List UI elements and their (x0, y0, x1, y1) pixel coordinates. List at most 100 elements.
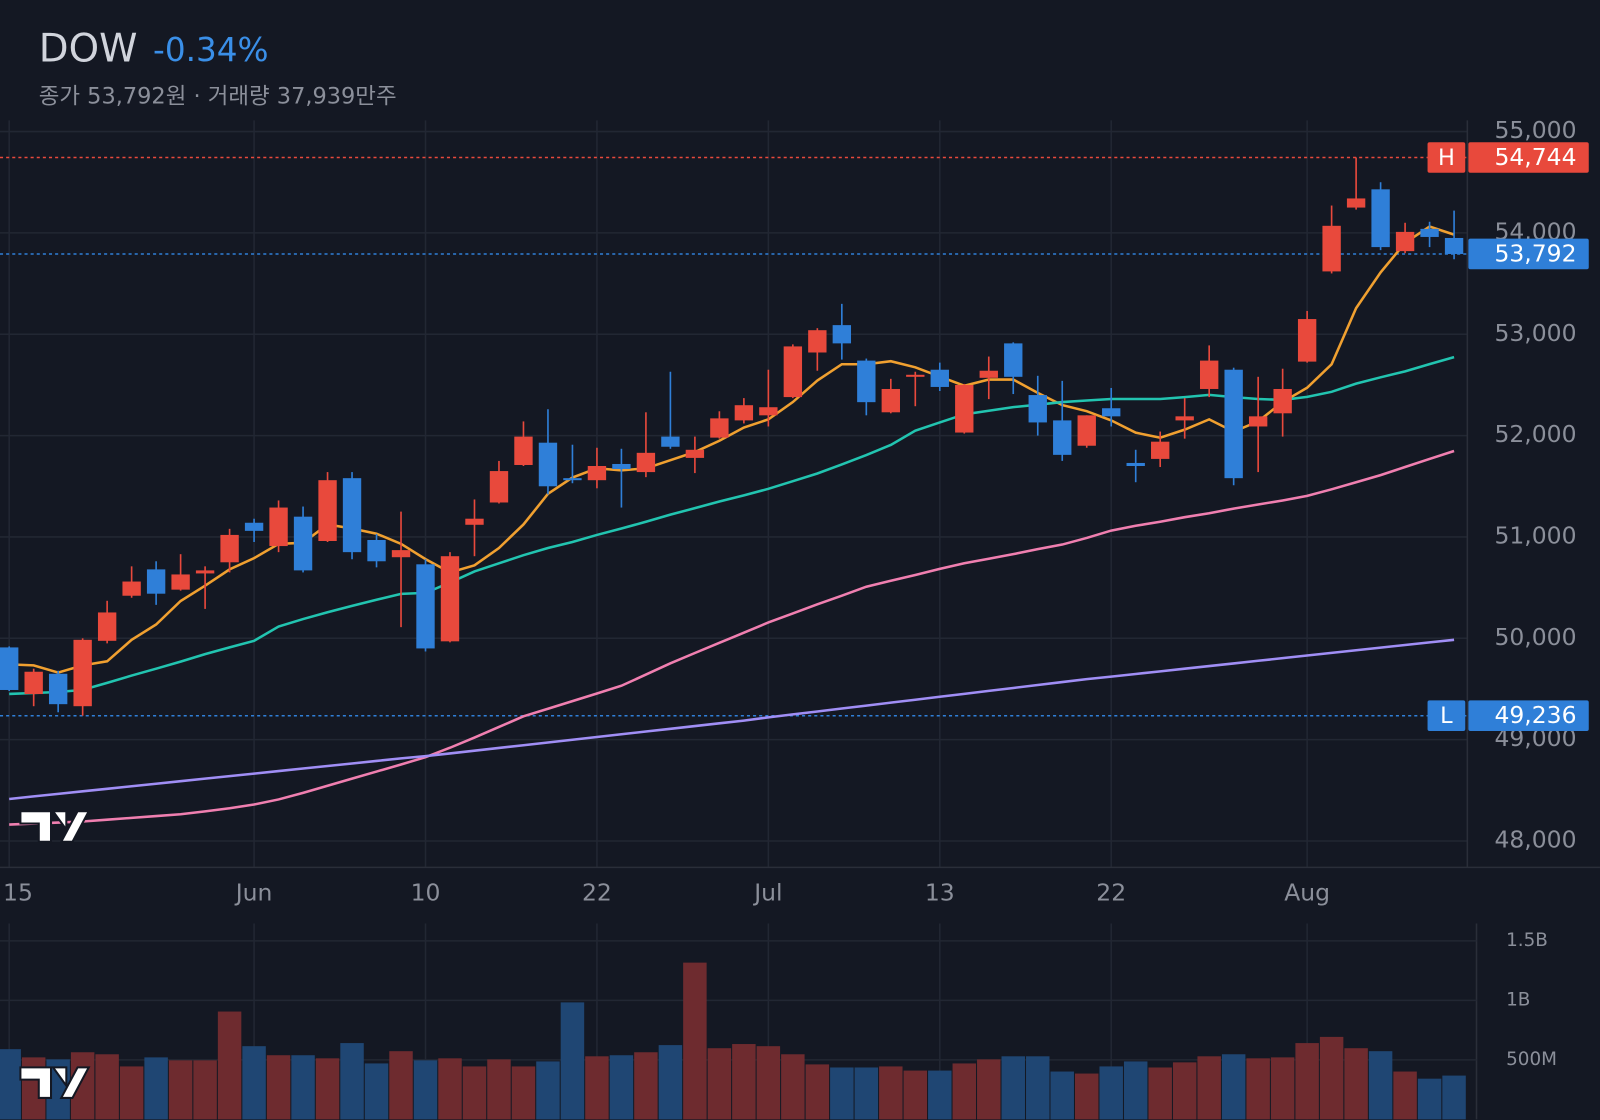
candle-body (489, 471, 509, 503)
volume-bar (1026, 1056, 1050, 1120)
candle-body (1151, 441, 1170, 459)
moving-average (9, 225, 1455, 674)
candle-body (1077, 415, 1096, 446)
candle-body (1175, 416, 1194, 421)
candle-body (318, 480, 337, 542)
candle-body (293, 516, 313, 571)
volume-bar (487, 1059, 511, 1120)
moving-average (9, 449, 1455, 826)
marker-letter: H (1438, 145, 1455, 171)
volume-bar (609, 1055, 634, 1120)
volume-bar (1050, 1071, 1074, 1120)
candle-body (734, 405, 754, 421)
candle-body (440, 556, 460, 642)
candle-body (1346, 198, 1366, 208)
volume-bar (560, 1002, 585, 1120)
volume-bar (193, 1060, 217, 1120)
price-badge (1468, 142, 1589, 173)
volume-bar (1319, 1036, 1344, 1120)
candle-body (220, 534, 239, 563)
chart-body: DOW -0.34% 종가 53,792원 · 거래량 37,939만주 15 J… (0, 27, 1600, 1120)
candle-body (465, 518, 484, 525)
volume-bar (511, 1066, 536, 1120)
y-tick-label: 50,000 (1494, 623, 1576, 651)
candle-body (24, 671, 43, 695)
plot: 15 Jun 10 22 Jul 13 22 Aug48,00049,00050,00051,… (0, 116, 1600, 1120)
candle-body (612, 463, 631, 470)
volume-bar (1099, 1066, 1123, 1120)
volume-bar (95, 1054, 119, 1120)
candle-body (73, 639, 92, 707)
price-badge-label: 53,792 (1494, 240, 1576, 268)
candle-body (269, 507, 288, 547)
candle-body (881, 388, 900, 413)
price-badge (1468, 238, 1589, 270)
y-tick-label: 48,000 (1494, 825, 1576, 853)
volume-bar (658, 1045, 683, 1120)
volume-bar (242, 1046, 266, 1120)
candle-body (342, 478, 362, 553)
candle-body (1420, 228, 1439, 237)
volume-bar (364, 1063, 389, 1120)
volume-tick-label: 1B (1506, 989, 1530, 1010)
marker-badge (1427, 142, 1466, 173)
volume-bar (585, 1056, 609, 1120)
volume-bar (756, 1046, 781, 1120)
candle-body (1199, 360, 1219, 389)
candle-body (195, 570, 215, 574)
candle-body (710, 418, 729, 438)
volume-bar (781, 1054, 805, 1120)
volume-bar (1148, 1067, 1172, 1120)
candle-body (1126, 462, 1145, 467)
x-tick-label: 15 (3, 878, 33, 906)
candle-body (1395, 231, 1415, 252)
volume-bar (854, 1067, 879, 1120)
volume-bar (1221, 1054, 1246, 1120)
y-tick-label: 53,000 (1494, 319, 1576, 347)
volume-bar (1172, 1062, 1197, 1120)
candle-body (1053, 420, 1072, 455)
candle-body (514, 436, 533, 465)
symbol: DOW (39, 27, 138, 72)
volume-bar (1074, 1073, 1099, 1120)
volume-bar (0, 1049, 21, 1120)
volume-bar (1197, 1056, 1221, 1120)
volume-bar (413, 1060, 438, 1120)
change: -0.34% (153, 31, 268, 69)
volume-bar (634, 1052, 658, 1120)
volume-bar (879, 1066, 903, 1120)
candle-body (416, 564, 435, 649)
x-tick-label: 22 (582, 878, 612, 906)
volume-bar (438, 1058, 462, 1120)
candle-body (146, 569, 166, 594)
volume-bar (1295, 1043, 1319, 1120)
y-tick-label: 52,000 (1494, 420, 1576, 448)
volume-bar (266, 1055, 291, 1120)
logo-mark (19, 810, 91, 843)
candle-body (391, 550, 411, 558)
logo-mark (19, 1066, 91, 1099)
candle-body (685, 449, 705, 458)
candle-body (0, 647, 19, 690)
volume-bar (340, 1043, 364, 1120)
candle-body (857, 360, 876, 403)
candle-body (122, 581, 141, 596)
candle-body (1004, 343, 1023, 377)
volume-bar (805, 1064, 830, 1120)
volume-bar (536, 1061, 560, 1120)
volume-bar (1393, 1071, 1417, 1120)
x-tick-label: 22 (1096, 878, 1126, 906)
volume-bar (1344, 1048, 1368, 1120)
volume-bar (1246, 1058, 1270, 1120)
candle-body (1273, 388, 1292, 414)
marker-letter: L (1440, 703, 1453, 729)
moving-average (9, 638, 1455, 801)
candle-body (563, 478, 582, 481)
candle-body (97, 612, 117, 641)
volume-bar (462, 1066, 487, 1120)
x-tick-label: Jul (752, 878, 782, 906)
candle-body (1224, 369, 1243, 479)
volume-bar (1001, 1056, 1025, 1120)
subtitle: 종가 53,792원 · 거래량 37,939만주 (39, 83, 397, 109)
